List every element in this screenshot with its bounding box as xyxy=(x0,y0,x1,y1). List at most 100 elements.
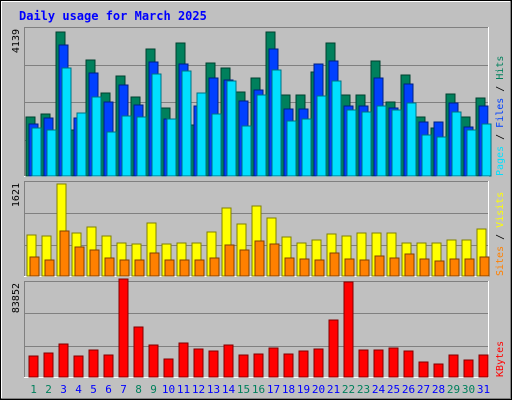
bar-sites-day-2 xyxy=(44,259,55,277)
bar-sites-day-30 xyxy=(464,258,475,277)
bar-kbytes-day-3 xyxy=(58,343,69,378)
bar-pages-day-13 xyxy=(211,113,222,177)
bar-kbytes-day-24 xyxy=(373,349,384,378)
day-label-16: 16 xyxy=(252,383,265,396)
legend-text: Sites / Visits xyxy=(495,192,506,276)
bar-pages-day-8 xyxy=(136,116,147,177)
bar-sites-day-27 xyxy=(419,258,430,277)
bar-sites-day-29 xyxy=(449,258,460,277)
bar-pages-day-4 xyxy=(76,112,87,177)
legend-kbytes: KBytes xyxy=(495,341,506,377)
bar-sites-day-22 xyxy=(344,258,355,277)
day-label-29: 29 xyxy=(447,383,460,396)
day-label-25: 25 xyxy=(387,383,400,396)
legend-sites: Sites xyxy=(495,246,506,276)
bar-pages-day-6 xyxy=(106,131,117,177)
day-label-13: 13 xyxy=(207,383,220,396)
day-axis: 1 2 3 4 5 6 7 8 9 10 11 12 13 14 15 16 17 18 19 20 21 22 23 24 2… xyxy=(30,383,490,396)
bar-sites-day-8 xyxy=(134,259,145,277)
bar-kbytes-day-2 xyxy=(43,352,54,378)
bar-sites-day-17 xyxy=(269,243,280,277)
bar-sites-day-6 xyxy=(104,257,115,277)
bar-pages-day-27 xyxy=(421,134,432,177)
bar-kbytes-day-15 xyxy=(238,354,249,378)
legend-files: Files xyxy=(495,98,506,128)
bar-pages-day-26 xyxy=(406,102,417,177)
day-label-28: 28 xyxy=(432,383,445,396)
bar-pages-day-31 xyxy=(481,123,492,177)
bar-kbytes-day-30 xyxy=(463,359,474,378)
day-label-14: 14 xyxy=(222,383,236,396)
bar-kbytes-day-7 xyxy=(118,278,129,378)
bar-sites-day-14 xyxy=(224,244,235,277)
bar-sites-day-7 xyxy=(119,259,130,277)
bar-pages-day-14 xyxy=(226,80,237,177)
legend-pages: Pages xyxy=(495,146,506,176)
bar-sites-day-9 xyxy=(149,252,160,277)
bar-pages-day-25 xyxy=(391,109,402,177)
bar-kbytes-day-4 xyxy=(73,355,84,378)
bar-pages-day-16 xyxy=(256,94,267,177)
day-label-26: 26 xyxy=(402,383,415,396)
bar-pages-day-29 xyxy=(451,111,462,177)
chart-title: Daily usage for March 2025 xyxy=(19,9,207,23)
bar-pages-day-15 xyxy=(241,125,252,177)
legend-hits: Hits xyxy=(495,56,506,80)
bar-kbytes-day-16 xyxy=(253,353,264,378)
bar-sites-day-16 xyxy=(254,240,265,277)
day-label-6: 6 xyxy=(105,383,112,396)
bar-kbytes-day-11 xyxy=(178,342,189,378)
bar-pages-day-17 xyxy=(271,69,282,177)
day-label-20: 20 xyxy=(312,383,325,396)
bar-sites-day-13 xyxy=(209,257,220,277)
bar-pages-day-24 xyxy=(376,105,387,177)
bar-sites-day-21 xyxy=(329,252,340,277)
day-label-11: 11 xyxy=(177,383,190,396)
y-max-label: 1621 xyxy=(11,183,22,207)
bar-kbytes-day-19 xyxy=(298,350,309,378)
day-label-4: 4 xyxy=(75,383,82,396)
bar-pages-day-2 xyxy=(46,129,57,177)
day-label-5: 5 xyxy=(90,383,97,396)
legend-separator: / xyxy=(495,128,506,146)
y-max-label: 4139 xyxy=(11,29,22,53)
day-label-7: 7 xyxy=(120,383,127,396)
bar-kbytes-day-27 xyxy=(418,361,429,378)
bar-pages-day-21 xyxy=(331,80,342,177)
day-label-31: 31 xyxy=(477,383,490,396)
day-label-2: 2 xyxy=(45,383,52,396)
bar-kbytes-day-1 xyxy=(28,355,39,378)
bar-pages-day-23 xyxy=(361,111,372,177)
bar-kbytes-day-21 xyxy=(328,319,339,378)
bar-kbytes-day-6 xyxy=(103,354,114,378)
bar-sites-day-20 xyxy=(314,259,325,277)
bar-pages-day-18 xyxy=(286,120,297,177)
bar-pages-day-5 xyxy=(91,96,102,177)
day-label-21: 21 xyxy=(327,383,340,396)
bar-sites-day-25 xyxy=(389,257,400,277)
legend: Sites / Visits xyxy=(495,192,506,276)
bar-pages-day-1 xyxy=(31,127,42,177)
bar-kbytes-day-26 xyxy=(403,350,414,378)
bar-sites-day-12 xyxy=(194,259,205,277)
day-label-30: 30 xyxy=(462,383,475,396)
day-label-12: 12 xyxy=(192,383,205,396)
bar-sites-day-26 xyxy=(404,253,415,277)
bar-pages-day-10 xyxy=(166,118,177,177)
y-max-label: 83852 xyxy=(11,283,22,313)
bar-sites-day-5 xyxy=(89,249,100,277)
bar-kbytes-day-8 xyxy=(133,326,144,378)
bar-sites-day-24 xyxy=(374,255,385,277)
bar-sites-day-11 xyxy=(179,259,190,277)
bar-kbytes-day-9 xyxy=(148,344,159,378)
bar-pages-day-28 xyxy=(436,136,447,177)
bar-pages-day-12 xyxy=(196,92,207,177)
bar-pages-day-9 xyxy=(151,73,162,177)
day-label-8: 8 xyxy=(135,383,142,396)
day-label-22: 22 xyxy=(342,383,355,396)
bar-kbytes-day-10 xyxy=(163,358,174,378)
legend-text: Pages / Files / Hits xyxy=(495,56,506,176)
bar-pages-day-22 xyxy=(346,109,357,177)
day-label-1: 1 xyxy=(30,383,37,396)
